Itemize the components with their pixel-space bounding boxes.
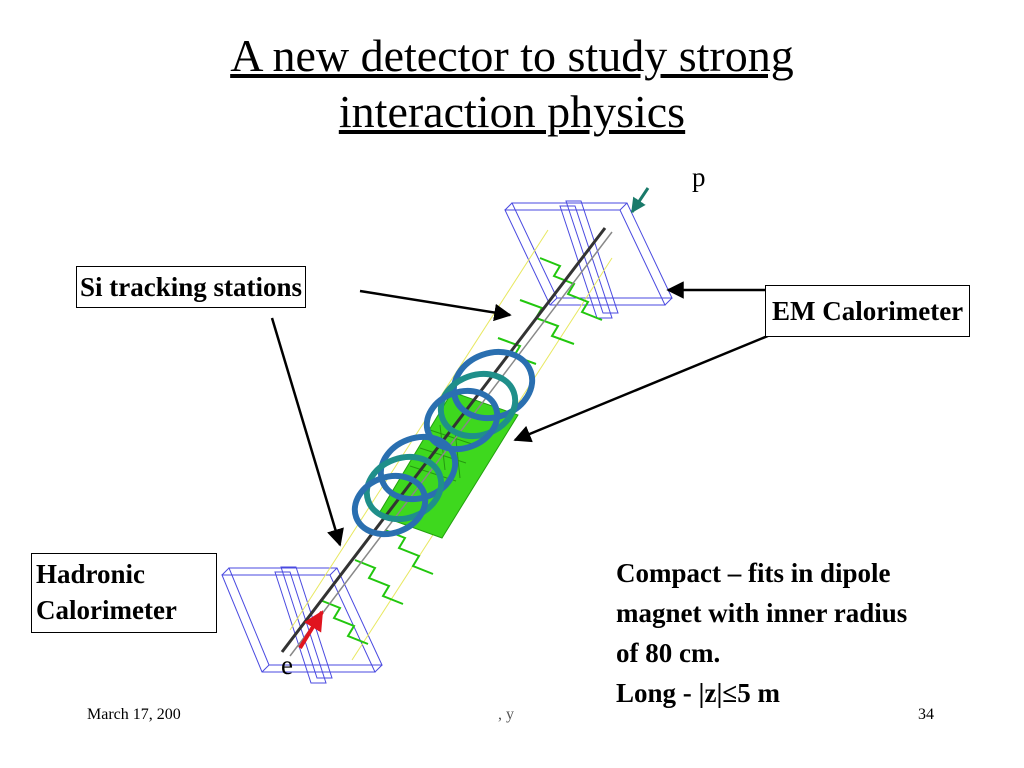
slide-title: A new detector to study strong interacti… bbox=[0, 28, 1024, 140]
calorimeter-upper bbox=[504, 200, 673, 319]
footer-date: March 17, 200 bbox=[87, 706, 181, 723]
arrow-si-lower bbox=[270, 317, 344, 547]
hadronic-line-1: Hadronic bbox=[36, 559, 146, 589]
pointer-arrows bbox=[270, 281, 776, 547]
description-line-4: Long - |z|≤5 m bbox=[616, 678, 780, 708]
footer-middle: , y bbox=[498, 706, 514, 723]
description-text: Compact – fits in dipole magnet with inn… bbox=[616, 553, 996, 713]
description-line-1: Compact – fits in dipole bbox=[616, 558, 891, 588]
si-tracking-stations bbox=[319, 257, 603, 645]
title-line-2: interaction physics bbox=[338, 86, 686, 137]
si-tracking-label: Si tracking stations bbox=[76, 266, 307, 308]
arrow-em-lower bbox=[513, 331, 776, 443]
page-number: 34 bbox=[918, 706, 934, 723]
title-line-1: A new detector to study strong bbox=[230, 30, 794, 81]
em-calorimeter-label: EM Calorimeter bbox=[765, 285, 971, 337]
electron-label: e bbox=[281, 650, 293, 680]
hadronic-line-2: Calorimeter bbox=[36, 595, 177, 625]
em-rings bbox=[351, 348, 536, 538]
arrow-si-upper bbox=[359, 289, 512, 322]
description-line-3: of 80 cm. bbox=[616, 638, 721, 668]
proton-label: p bbox=[692, 162, 706, 192]
hadronic-calorimeter-label: Hadronic Calorimeter bbox=[31, 553, 217, 633]
proton-beam-arrow bbox=[630, 187, 650, 214]
description-line-2: magnet with inner radius bbox=[616, 598, 908, 628]
electron-beam-arrow bbox=[298, 610, 324, 650]
